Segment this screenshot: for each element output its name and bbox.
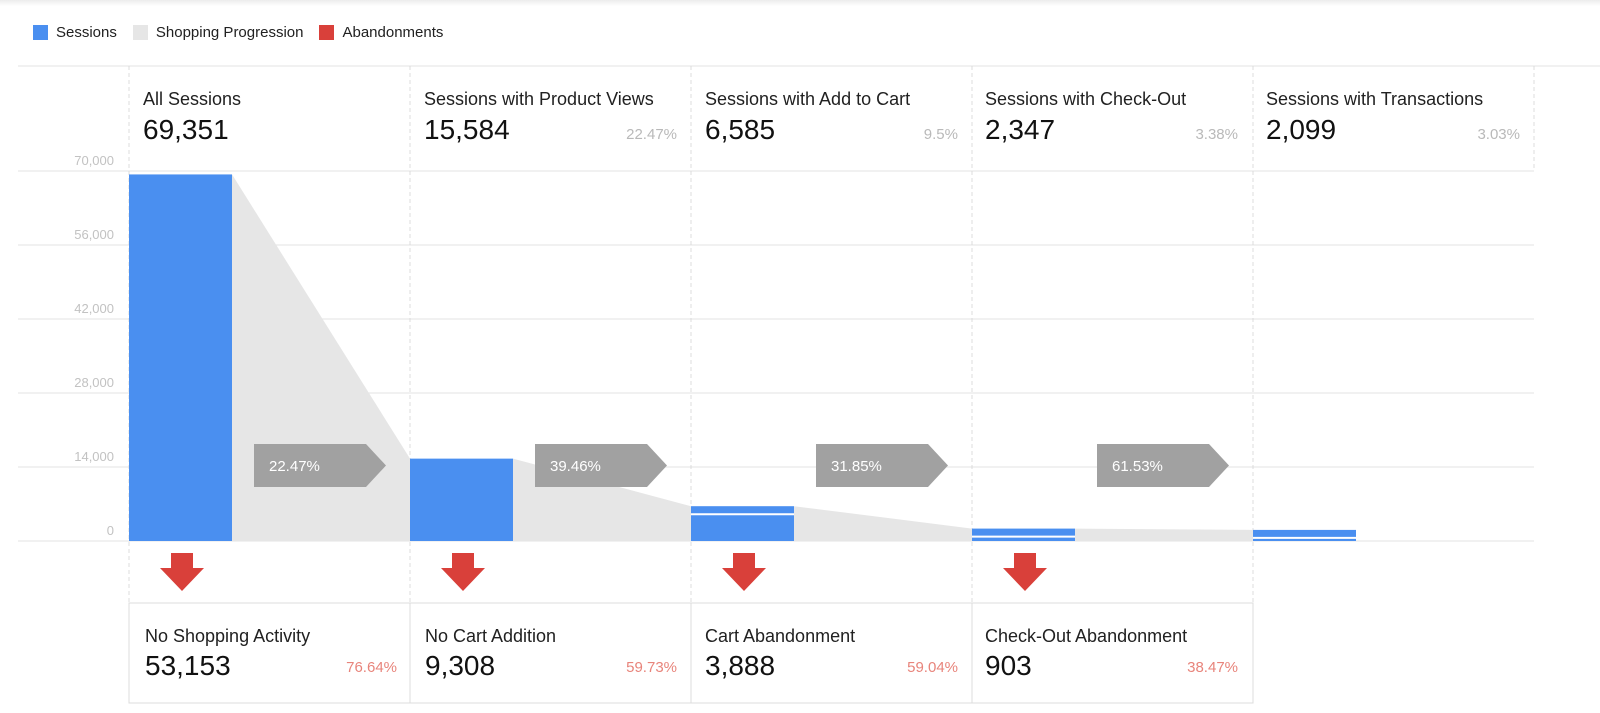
abandon-pct: 59.73% [626,659,677,676]
abandon-pct: 76.64% [346,659,397,676]
stage-label: Sessions with Add to Cart [705,89,911,109]
stage-label: Sessions with Transactions [1266,89,1484,109]
stage-value: 2,099 [1266,114,1337,145]
progression-area [1075,528,1253,541]
conversion-rate-label: 22.47% [269,458,320,475]
stage-value: 2,347 [985,114,1056,145]
abandonment-box [971,602,1254,704]
abandon-pct: 38.47% [1187,659,1238,676]
legend-item-abandonments[interactable]: Abandonments [319,24,443,41]
conversion-rate-label: 31.85% [831,458,882,475]
abandonment-arrow [722,553,766,591]
session-bar [691,506,794,541]
abandon-value: 9,308 [425,650,496,681]
session-bar [1253,529,1356,541]
conversion-rate-label: 61.53% [1112,458,1163,475]
top-shadow [0,0,1600,6]
abandon-label: Cart Abandonment [705,626,856,646]
legend-label: Abandonments [342,23,444,41]
abandon-value: 3,888 [705,650,776,681]
abandon-pct: 59.04% [907,659,958,676]
legend-label: Shopping Progression [155,23,304,41]
y-tick-label: 42,000 [74,301,114,316]
y-tick-label: 28,000 [74,375,114,390]
stage-value: 6,585 [705,114,776,145]
conversion-arrow [535,444,667,487]
legend-label: Sessions [56,23,117,41]
abandon-label: Check-Out Abandonment [985,626,1188,646]
stage-pct: 22.47% [626,126,677,143]
session-bar [129,174,232,542]
legend-swatch-abandonments [319,24,335,40]
stage-label: Sessions with Check-Out [985,89,1187,109]
legend-item-shopping-progression[interactable]: Shopping Progression [132,23,304,41]
legend: Sessions Shopping Progression Abandonmen… [33,22,459,42]
legend-item-sessions[interactable]: Sessions [33,24,117,41]
stage-pct: 3.38% [1195,126,1238,143]
conversion-arrow [816,444,948,487]
stage-label: All Sessions [143,89,242,109]
abandon-label: No Cart Addition [425,626,557,646]
abandonment-arrow [441,553,485,591]
conversion-arrow [254,444,386,487]
stage-pct: 3.03% [1477,126,1520,143]
session-bar [410,458,513,541]
stage-value: 69,351 [143,114,229,145]
y-tick-label: 70,000 [74,153,114,168]
legend-swatch-sessions [33,24,48,40]
stage-label: Sessions with Product Views [424,89,654,109]
abandonment-arrow [1003,553,1047,591]
abandon-value: 53,153 [145,650,231,681]
abandon-value: 903 [985,650,1032,681]
y-tick-label: 56,000 [74,227,114,242]
abandonment-arrow [160,553,204,591]
y-tick-label: 14,000 [74,449,114,464]
progression-area [794,506,972,541]
conversion-arrow [1097,444,1229,487]
y-tick-label: 0 [107,523,114,538]
abandon-label: No Shopping Activity [145,626,311,646]
conversion-rate-label: 39.46% [550,458,601,475]
session-bar [972,528,1075,541]
stage-pct: 9.5% [923,126,958,143]
legend-swatch-progression [132,24,148,40]
stage-value: 15,584 [424,114,510,145]
